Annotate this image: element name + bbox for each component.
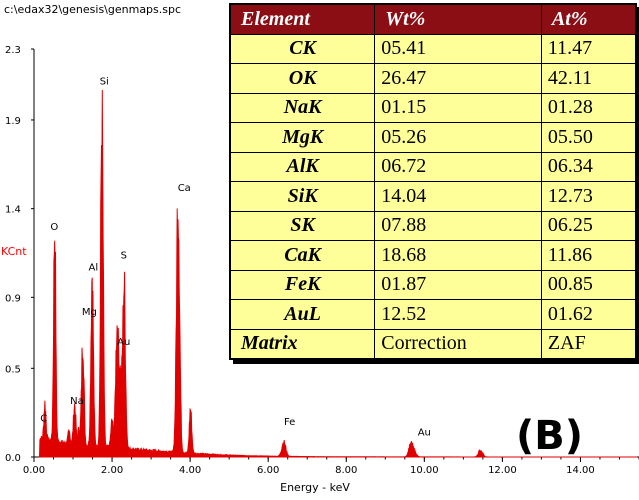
table-row: OK 26.47 42.11	[229, 63, 637, 94]
wt-percent-cell: 14.04	[374, 181, 542, 212]
element-cell: AlK	[229, 151, 376, 182]
x-tick-label: 10.00	[410, 465, 439, 476]
column-header-element: Element	[229, 3, 376, 35]
table-row: MgK 05.26 05.50	[229, 122, 637, 153]
table-row: CK 05.41 11.47	[229, 33, 637, 64]
element-cell: MgK	[229, 122, 376, 153]
column-header-wt: Wt%	[374, 3, 542, 35]
wt-percent-cell: 07.88	[374, 210, 542, 241]
element-cell: FeK	[229, 269, 376, 300]
at-percent-cell: 06.25	[540, 210, 637, 241]
element-composition-table: Element Wt% At% CK 05.41 11.47 OK 26.47 42.11…	[229, 3, 637, 360]
wt-percent-cell: 01.15	[374, 92, 542, 123]
panel-label: (B)	[516, 413, 584, 459]
peak-label-ca: Ca	[178, 183, 191, 194]
spectrum-series-line	[38, 89, 638, 458]
table-row: AuL 12.52 01.62	[229, 299, 637, 330]
element-cell: SiK	[229, 181, 376, 212]
y-tick-label: 0.0	[5, 453, 21, 464]
wt-percent-cell: 26.47	[374, 63, 542, 94]
at-percent-cell: 06.34	[540, 151, 637, 182]
at-percent-cell: 05.50	[540, 122, 637, 153]
table-row: NaK 01.15 01.28	[229, 92, 637, 123]
table-header-row: Element Wt% At%	[229, 3, 637, 35]
at-percent-cell: 11.47	[540, 33, 637, 64]
peak-label-fe: Fe	[284, 417, 295, 428]
spectrum-file-path: c:\edax32\genesis\genmaps.spc	[4, 3, 182, 16]
wt-percent-cell: 12.52	[374, 299, 542, 330]
matrix-zaf: ZAF	[540, 328, 637, 360]
table-row: SiK 14.04 12.73	[229, 181, 637, 212]
x-tick-label: 2.00	[101, 465, 123, 476]
element-cell: AuL	[229, 299, 376, 330]
peak-label-c: C	[40, 414, 47, 425]
x-tick-label: 6.00	[257, 465, 279, 476]
matrix-row: Matrix Correction ZAF	[229, 328, 637, 360]
element-cell: NaK	[229, 92, 376, 123]
y-tick-label: 2.3	[5, 45, 21, 56]
table-row: FeK 01.87 00.85	[229, 269, 637, 300]
table-row: CaK 18.68 11.86	[229, 240, 637, 271]
wt-percent-cell: 06.72	[374, 151, 542, 182]
peak-label-al: Al	[89, 263, 99, 274]
at-percent-cell: 01.62	[540, 299, 637, 330]
matrix-correction: Correction	[374, 328, 542, 360]
y-tick-label: 1.9	[5, 116, 21, 127]
element-cell: SK	[229, 210, 376, 241]
matrix-label: Matrix	[229, 328, 376, 360]
table-row: AlK 06.72 06.34	[229, 151, 637, 182]
table-row: SK 07.88 06.25	[229, 210, 637, 241]
peak-label-au: Au	[418, 428, 431, 439]
wt-percent-cell: 01.87	[374, 269, 542, 300]
at-percent-cell: 42.11	[540, 63, 637, 94]
y-axis-label: KCnt	[1, 245, 27, 258]
wt-percent-cell: 18.68	[374, 240, 542, 271]
wt-percent-cell: 05.41	[374, 33, 542, 64]
at-percent-cell: 00.85	[540, 269, 637, 300]
x-tick-label: 12.00	[488, 465, 517, 476]
y-tick-label: 0.9	[5, 293, 21, 304]
wt-percent-cell: 05.26	[374, 122, 542, 153]
x-tick-label: 4.00	[179, 465, 201, 476]
at-percent-cell: 12.73	[540, 181, 637, 212]
element-cell: CaK	[229, 240, 376, 271]
y-tick-label: 1.4	[5, 205, 21, 216]
peak-label-mg: Mg	[82, 307, 97, 318]
at-percent-cell: 11.86	[540, 240, 637, 271]
x-tick-label: 8.00	[335, 465, 357, 476]
x-tick-label: 0.00	[23, 465, 45, 476]
peak-label-s: S	[121, 250, 127, 261]
peak-label-o: O	[50, 222, 58, 233]
at-percent-cell: 01.28	[540, 92, 637, 123]
element-cell: CK	[229, 33, 376, 64]
y-tick-label: 0.5	[5, 364, 21, 375]
peak-labels: C O Na Mg Al Si Au S Ca Fe Au	[40, 76, 431, 438]
x-axis-label: Energy - keV	[280, 481, 350, 494]
peak-label-au: Au	[117, 337, 130, 348]
peak-label-si: Si	[100, 76, 109, 87]
element-cell: OK	[229, 63, 376, 94]
peak-label-na: Na	[70, 396, 84, 407]
column-header-at: At%	[540, 3, 637, 35]
x-tick-label: 14.00	[566, 465, 595, 476]
table-body: CK 05.41 11.47 OK 26.47 42.11 NaK 01.15 01.28 MgK…	[229, 33, 637, 330]
